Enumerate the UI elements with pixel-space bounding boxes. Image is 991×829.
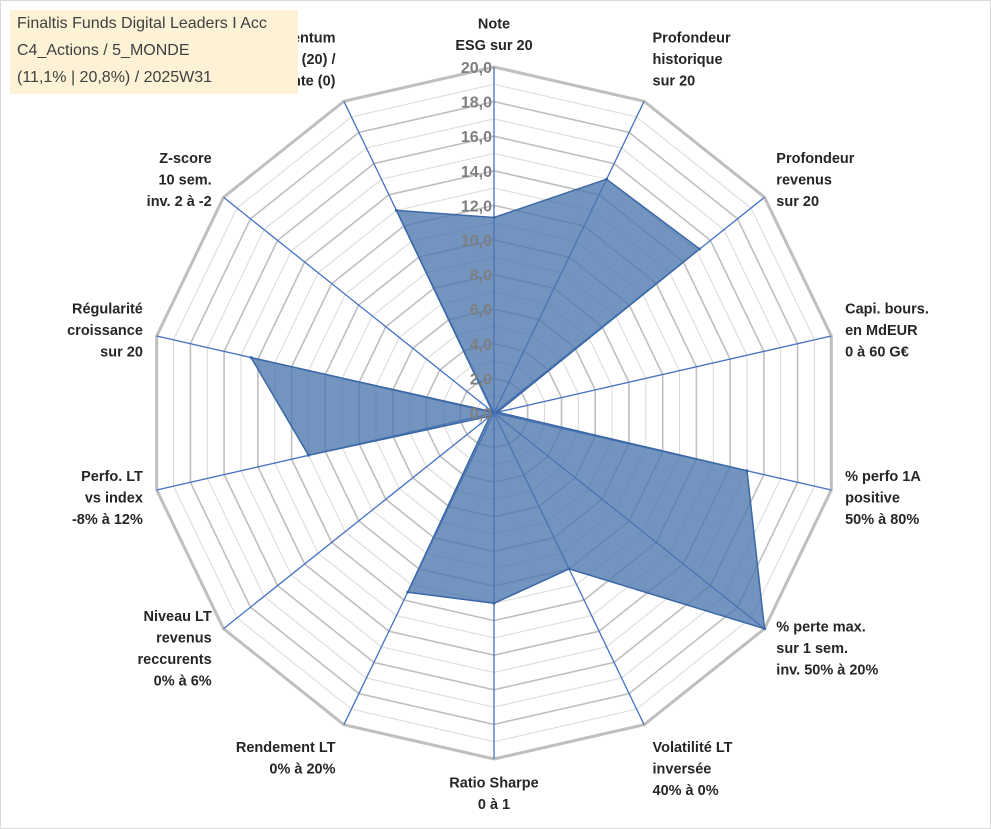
axis-label: historique [653, 52, 723, 68]
tick-label: 12,0 [461, 198, 492, 215]
series-point [406, 590, 410, 594]
series-point [307, 453, 310, 457]
axis-label: Perfo. LT [81, 469, 143, 485]
tick-label: 6,0 [470, 302, 492, 319]
axis-label: 0% à 20% [269, 762, 335, 778]
axis-label: revenus [156, 630, 212, 646]
chart-title-category: C4_Actions / 5_MONDE [17, 42, 190, 59]
axis-spoke [223, 196, 495, 414]
axis-label: sur 20 [776, 194, 819, 210]
axis-label: reccurents [138, 652, 212, 668]
axis-label: -8% à 12% [72, 512, 143, 528]
series-point [491, 410, 495, 414]
chart-title-box: Finaltis Funds Digital Leaders I Acc C4_… [10, 10, 298, 94]
axis-label: 0 à 60 G€ [845, 345, 909, 361]
axis-label: Ratio Sharpe [449, 776, 538, 792]
tick-label: 16,0 [461, 129, 492, 146]
axis-label: vs index [85, 490, 143, 506]
series-point [605, 177, 609, 181]
series-point [492, 601, 496, 605]
axis-label: inv. 2 à -2 [147, 194, 212, 210]
axis-label: Note [478, 17, 510, 33]
axis-label: Capi. bours. [845, 302, 929, 318]
axis-label: Volatilité LT [653, 740, 733, 756]
series-point [394, 208, 398, 212]
tick-label: 2,0 [470, 371, 492, 388]
tick-label: 4,0 [470, 337, 492, 354]
axis-label: positive [845, 490, 900, 506]
series-point [495, 410, 499, 414]
axis-spoke [493, 335, 832, 414]
axis-label: 0% à 6% [154, 673, 212, 689]
axis-label: Z-score [159, 151, 211, 167]
series-point [745, 469, 749, 473]
series-point [567, 567, 571, 571]
axis-label: Rendement LT [236, 740, 336, 756]
axis-label: 40% à 0% [653, 783, 719, 799]
axis-label: 50% à 80% [845, 512, 919, 528]
axis-label: inversée [653, 762, 712, 778]
axis-label: 10 sem. [158, 172, 211, 188]
radial-tick-labels: 0,0 2,0 4,0 6,0 8,0 10,0 12,0 14,0 16,0 18,0 20,0 [461, 60, 492, 423]
tick-label: 10,0 [461, 233, 492, 250]
axis-label: Profondeur [653, 30, 731, 46]
series-point [492, 216, 496, 219]
series-point [249, 356, 253, 360]
tick-label: 14,0 [461, 164, 492, 181]
radar-series [249, 177, 766, 631]
series-point [698, 247, 702, 251]
series-point [488, 414, 492, 418]
axis-label: revenus [776, 172, 832, 188]
axis-label: % perfo 1A [845, 469, 921, 485]
axis-spoke [223, 412, 495, 630]
axis-label: Profondeur [776, 151, 854, 167]
axis-label: ESG sur 20 [455, 38, 532, 54]
axis-label: sur 20 [100, 345, 143, 361]
axis-label: sur 1 sem. [776, 641, 848, 657]
axis-label: en MdEUR [845, 323, 918, 339]
axis-label: inv. 50% à 20% [776, 663, 878, 679]
axis-label: sur 20 [653, 73, 696, 89]
chart-title-fund-name: Finaltis Funds Digital Leaders I Acc [17, 15, 267, 32]
tick-label: 8,0 [470, 268, 492, 285]
axis-label: Régularité [72, 302, 143, 318]
tick-label: 0,0 [470, 406, 492, 423]
tick-label: 20,0 [461, 60, 492, 77]
tick-label: 18,0 [461, 95, 492, 112]
axis-label: croissance [67, 323, 143, 339]
axis-label: 0 à 1 [478, 797, 510, 813]
axis-label: Niveau LT [143, 609, 211, 625]
chart-title-stats: (11,1% | 20,8%) / 2025W31 [17, 69, 213, 86]
axis-label: % perte max. [776, 620, 865, 636]
series-point [763, 627, 766, 631]
